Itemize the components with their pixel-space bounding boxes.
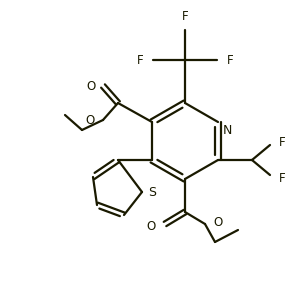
Text: F: F	[137, 54, 143, 67]
Text: S: S	[148, 185, 156, 198]
Text: N: N	[222, 125, 232, 138]
Text: F: F	[279, 171, 285, 184]
Text: O: O	[85, 113, 95, 127]
Text: F: F	[227, 54, 233, 67]
Text: O: O	[146, 219, 156, 233]
Text: F: F	[279, 136, 285, 148]
Text: O: O	[213, 216, 223, 228]
Text: O: O	[86, 79, 96, 93]
Text: F: F	[182, 10, 188, 24]
